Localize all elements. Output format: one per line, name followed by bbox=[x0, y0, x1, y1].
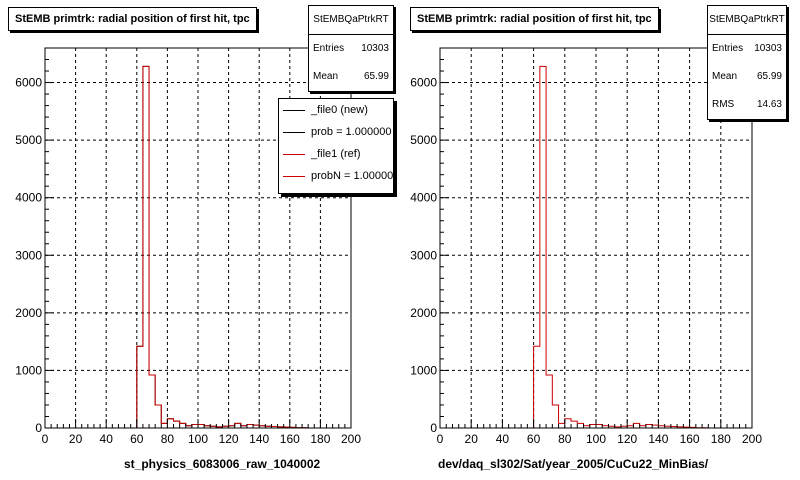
stats-value: 65.99 bbox=[756, 71, 782, 82]
pad2-y-tick-label: 6000 bbox=[410, 76, 437, 90]
pad1-y-tick-label: 2000 bbox=[15, 306, 42, 320]
pad1-stats-box: StEMBQaPtrkRT Entries 10303 Mean 65.99 bbox=[308, 5, 394, 92]
pad2-plot-area bbox=[440, 48, 752, 428]
legend-entry: probN = 1.000000 bbox=[279, 165, 393, 187]
pad2-x-tick-label: 100 bbox=[586, 432, 606, 446]
stats-label: Mean bbox=[313, 71, 339, 82]
pad1-y-tick-label: 5000 bbox=[15, 133, 42, 147]
stats-value: 10303 bbox=[361, 43, 389, 54]
stats-label: RMS bbox=[712, 99, 735, 110]
stats-value: 10303 bbox=[754, 43, 782, 54]
pad2-stats-box: StEMBQaPtrkRT Entries 10303 Mean 65.99 R… bbox=[707, 5, 787, 120]
stats-value: 14.63 bbox=[756, 99, 782, 110]
pad2-y-tick-label: 2000 bbox=[410, 306, 437, 320]
pad2-stats-row-mean: Mean 65.99 bbox=[708, 63, 786, 91]
pad2-x-tick-label: 120 bbox=[617, 432, 637, 446]
pad2-x-tick-label: 140 bbox=[648, 432, 668, 446]
pad1-title: StEMB primtrk: radial position of first … bbox=[8, 7, 257, 31]
pad1-x-title: st_physics_6083006_raw_1040002 bbox=[124, 457, 321, 471]
legend-swatch bbox=[283, 132, 305, 133]
pad2-x-tick-label: 80 bbox=[558, 432, 572, 446]
pad1-y-tick-label: 0 bbox=[35, 421, 42, 435]
legend-swatch bbox=[283, 110, 305, 111]
legend-swatch bbox=[283, 154, 305, 155]
pad2-x-tick-label: 40 bbox=[496, 432, 510, 446]
pad1-y-tick-label: 6000 bbox=[15, 76, 42, 90]
legend-label: probN = 1.000000 bbox=[311, 170, 394, 182]
pad1-y-tick-label: 3000 bbox=[15, 248, 42, 262]
pad1-x-tick-label: 160 bbox=[280, 432, 300, 446]
pad2-stats-row-entries: Entries 10303 bbox=[708, 35, 786, 63]
pad1-x-tick-label: 0 bbox=[42, 432, 49, 446]
legend-label: prob = 1.000000 bbox=[311, 126, 392, 138]
pad1-y-tick-label: 4000 bbox=[15, 191, 42, 205]
legend-entry: prob = 1.000000 bbox=[279, 121, 393, 143]
legend-swatch bbox=[283, 176, 305, 177]
pad1-y-tick-label: 1000 bbox=[15, 363, 42, 377]
pad2-x-tick-label: 20 bbox=[465, 432, 479, 446]
pad1-x-tick-label: 120 bbox=[219, 432, 239, 446]
stats-label: Entries bbox=[712, 43, 744, 54]
pad2-x-title: dev/daq_sl302/Sat/year_2005/CuCu22_MinBi… bbox=[438, 457, 709, 471]
pad1-x-tick-label: 180 bbox=[310, 432, 330, 446]
pad2-y-tick-label: 5000 bbox=[410, 133, 437, 147]
pad2-y-tick-label: 4000 bbox=[410, 191, 437, 205]
pad2-x-tick-label: 200 bbox=[742, 432, 762, 446]
pad1-x-tick-label: 40 bbox=[100, 432, 114, 446]
pad2-stats-row-rms: RMS 14.63 bbox=[708, 91, 786, 119]
pad2-y-tick-label: 0 bbox=[430, 421, 437, 435]
pad1-x-tick-label: 20 bbox=[69, 432, 83, 446]
pad2-stats-name: StEMBQaPtrkRT bbox=[708, 6, 786, 35]
pad1-x-tick-label: 80 bbox=[161, 432, 175, 446]
pad2-title: StEMB primtrk: radial position of first … bbox=[410, 7, 659, 31]
pad1-x-tick-label: 140 bbox=[249, 432, 269, 446]
pad1-x-tick-label: 60 bbox=[130, 432, 144, 446]
stats-label: Entries bbox=[313, 43, 345, 54]
pad1-x-tick-label: 200 bbox=[341, 432, 361, 446]
legend-label: _file0 (new) bbox=[311, 104, 368, 116]
pad1-stats-row-mean: Mean 65.99 bbox=[309, 63, 393, 91]
legend-entry: _file1 (ref) bbox=[279, 143, 393, 165]
legend-label: _file1 (ref) bbox=[311, 148, 361, 160]
pad1-stats-row-entries: Entries 10303 bbox=[309, 35, 393, 63]
pad1-x-tick-label: 100 bbox=[188, 432, 208, 446]
stats-value: 65.99 bbox=[363, 71, 389, 82]
pad1-legend: _file0 (new) prob = 1.000000 _file1 (ref… bbox=[278, 98, 394, 194]
pad2-x-tick-label: 0 bbox=[437, 432, 444, 446]
pad2-y-tick-label: 3000 bbox=[410, 248, 437, 262]
pad1-stats-name: StEMBQaPtrkRT bbox=[309, 6, 393, 35]
pad2-y-tick-label: 1000 bbox=[410, 363, 437, 377]
stats-label: Mean bbox=[712, 71, 738, 82]
pad2-x-tick-label: 160 bbox=[680, 432, 700, 446]
pad2-x-tick-label: 60 bbox=[527, 432, 541, 446]
legend-entry: _file0 (new) bbox=[279, 99, 393, 121]
pad2-x-tick-label: 180 bbox=[711, 432, 731, 446]
